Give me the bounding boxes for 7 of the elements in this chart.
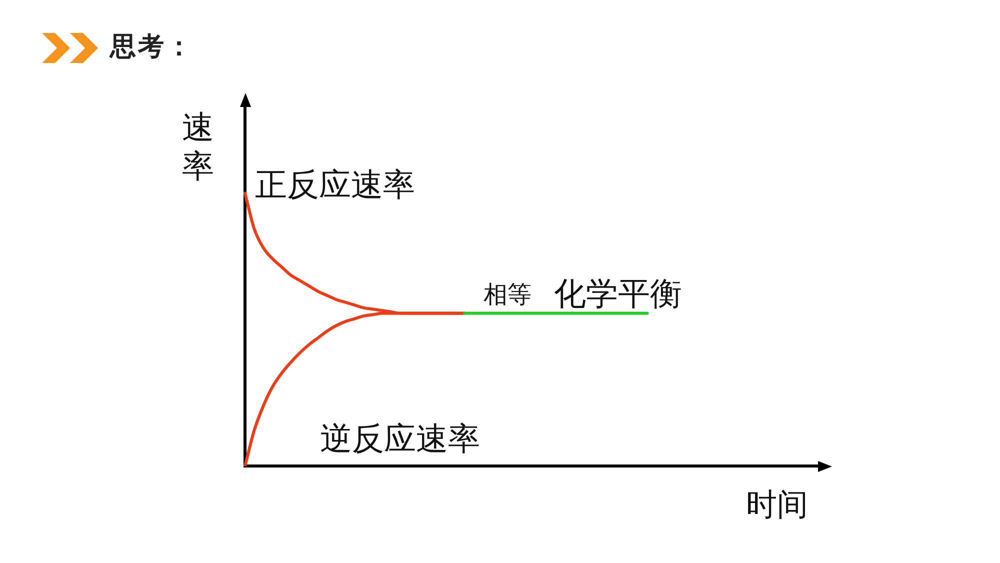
series-label: 正反应速率: [255, 166, 415, 204]
series-label: 化学平衡: [554, 274, 682, 313]
x-axis-title: 时间: [746, 486, 808, 524]
series-label: 逆反应速率: [320, 419, 480, 458]
chart-title: 思考：: [110, 31, 194, 64]
annotation: 相等: [483, 280, 532, 308]
y-axis-title: 速率: [182, 108, 215, 186]
